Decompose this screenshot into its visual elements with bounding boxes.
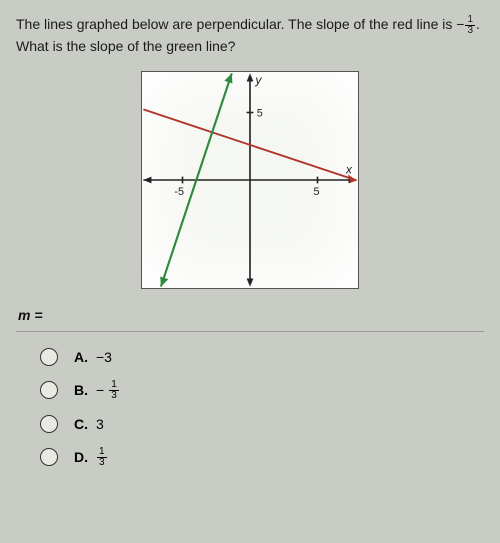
choice-d-text: D. 1 3 (74, 447, 108, 468)
choice-d-den: 3 (97, 458, 107, 468)
choice-b-text: B. − 1 3 (74, 380, 120, 401)
x-arrow-left (143, 176, 151, 183)
choice-d[interactable]: D. 1 3 (40, 447, 484, 468)
choice-d-fraction: 1 3 (97, 447, 107, 468)
choice-c[interactable]: C. 3 (40, 415, 484, 433)
x-axis-label: x (345, 162, 353, 176)
radio-a[interactable] (40, 348, 58, 366)
choice-b-den: 3 (109, 391, 119, 401)
y-arrow-down (247, 278, 254, 286)
choice-c-value: 3 (96, 416, 104, 432)
m-equals-label: m = (16, 307, 484, 323)
choice-a-letter: A. (74, 349, 88, 365)
choice-b-letter: B. (74, 382, 88, 398)
q-fraction: 13 (465, 15, 475, 36)
q-line2: What is the slope of the green line? (16, 38, 235, 54)
y-arrow-up (247, 73, 254, 81)
choice-d-letter: D. (74, 449, 88, 465)
q-frac-den: 3 (465, 26, 475, 36)
q-line1-pre: The lines graphed below are perpendicula… (16, 16, 456, 32)
choice-c-text: C. 3 (74, 416, 104, 432)
question-text: The lines graphed below are perpendicula… (16, 14, 484, 57)
tick-label-xn5: -5 (174, 186, 184, 198)
choice-a-text: A. −3 (74, 349, 112, 365)
choice-b[interactable]: B. − 1 3 (40, 380, 484, 401)
green-arrow-up (224, 73, 232, 83)
question-page: The lines graphed below are perpendicula… (0, 0, 500, 496)
graph-svg: y x 5 5 -5 (142, 72, 358, 288)
tick-label-x5: 5 (313, 186, 319, 198)
y-axis-label: y (254, 73, 262, 87)
q-line1-post: . (476, 16, 480, 32)
green-arrow-down (160, 276, 168, 286)
graph-container: y x 5 5 -5 (16, 71, 484, 289)
tick-label-y5: 5 (257, 107, 263, 119)
radio-d[interactable] (40, 448, 58, 466)
divider (16, 331, 484, 332)
choice-c-letter: C. (74, 416, 88, 432)
q-sign: − (456, 16, 464, 32)
coordinate-graph: y x 5 5 -5 (141, 71, 359, 289)
choice-a-value: −3 (96, 349, 112, 365)
radio-b[interactable] (40, 381, 58, 399)
answer-choices: A. −3 B. − 1 3 C. 3 (16, 348, 484, 468)
choice-a[interactable]: A. −3 (40, 348, 484, 366)
choice-b-sign: − (96, 382, 104, 398)
choice-b-fraction: 1 3 (109, 380, 119, 401)
radio-c[interactable] (40, 415, 58, 433)
